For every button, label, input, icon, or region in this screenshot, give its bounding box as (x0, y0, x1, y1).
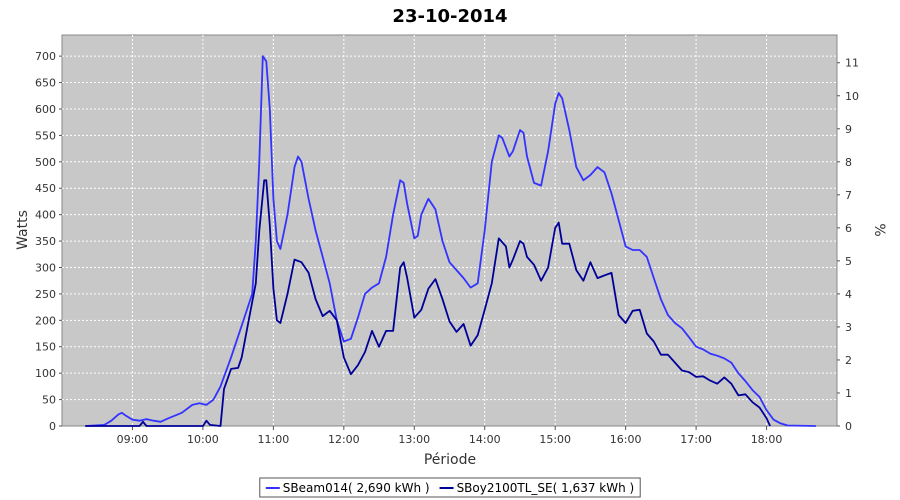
x-tick-label: 15:00 (539, 433, 571, 446)
x-tick-label: 17:00 (680, 433, 712, 446)
y-right-tick-label: 1 (845, 387, 852, 400)
x-tick-label: 16:00 (610, 433, 642, 446)
y-tick-label: 200 (35, 314, 56, 327)
y-tick-label: 250 (35, 288, 56, 301)
y-tick-label: 400 (35, 209, 56, 222)
x-tick-label: 18:00 (751, 433, 783, 446)
y-right-tick-label: 4 (845, 288, 852, 301)
y-right-tick-label: 2 (845, 354, 852, 367)
y-right-tick-label: 0 (845, 420, 852, 433)
y-tick-label: 650 (35, 77, 56, 90)
y-tick-label: 550 (35, 129, 56, 142)
plot-area (61, 34, 838, 427)
y-axis-left: 0 50 100 150 200 250 300 350 400 450 500 550 600 650 7… (35, 50, 62, 433)
series-line-2 (85, 179, 771, 427)
y-tick-label: 300 (35, 261, 56, 274)
series-line-1 (85, 55, 816, 427)
grid (62, 35, 837, 426)
legend: SBeam014( 2,690 kWh ) SBoy2100TL_SE( 1,63… (259, 477, 641, 498)
y-right-tick-label: 9 (845, 123, 852, 136)
y-tick-label: 350 (35, 235, 56, 248)
y-axis-right-label: % (871, 223, 887, 236)
y-axis-label: Watts (15, 210, 31, 250)
y-right-tick-label: 6 (845, 222, 852, 235)
y-tick-label: 450 (35, 182, 56, 195)
y-right-tick-label: 10 (845, 90, 859, 103)
y-tick-label: 0 (49, 420, 56, 433)
x-tick-label: 09:00 (117, 433, 149, 446)
y-axis-right: 0 1 2 3 4 5 6 7 8 9 10 11 (837, 57, 859, 433)
x-tick-label: 10:00 (187, 433, 219, 446)
legend-label-2: SBoy2100TL_SE( 1,637 kWh ) (457, 481, 635, 495)
y-tick-label: 600 (35, 103, 56, 116)
y-right-tick-label: 5 (845, 255, 852, 268)
chart-title: 23-10-2014 (392, 6, 507, 27)
x-tick-label: 12:00 (328, 433, 360, 446)
y-tick-label: 150 (35, 341, 56, 354)
y-right-tick-label: 8 (845, 156, 852, 169)
x-tick-label: 14:00 (469, 433, 501, 446)
x-axis-label: Période (424, 452, 476, 468)
y-tick-label: 100 (35, 367, 56, 380)
y-tick-label: 700 (35, 50, 56, 63)
y-right-tick-label: 7 (845, 189, 852, 202)
x-tick-label: 11:00 (258, 433, 290, 446)
y-right-tick-label: 11 (845, 57, 859, 70)
series-lines (85, 55, 816, 427)
x-tick-label: 13:00 (398, 433, 430, 446)
y-right-tick-label: 3 (845, 321, 852, 334)
x-axis: 09:00 10:00 11:00 12:00 13:00 14:00 15:00 16:00… (117, 426, 783, 446)
y-tick-label: 500 (35, 156, 56, 169)
legend-label-1: SBeam014( 2,690 kWh ) (283, 481, 430, 495)
y-tick-label: 50 (42, 394, 56, 407)
